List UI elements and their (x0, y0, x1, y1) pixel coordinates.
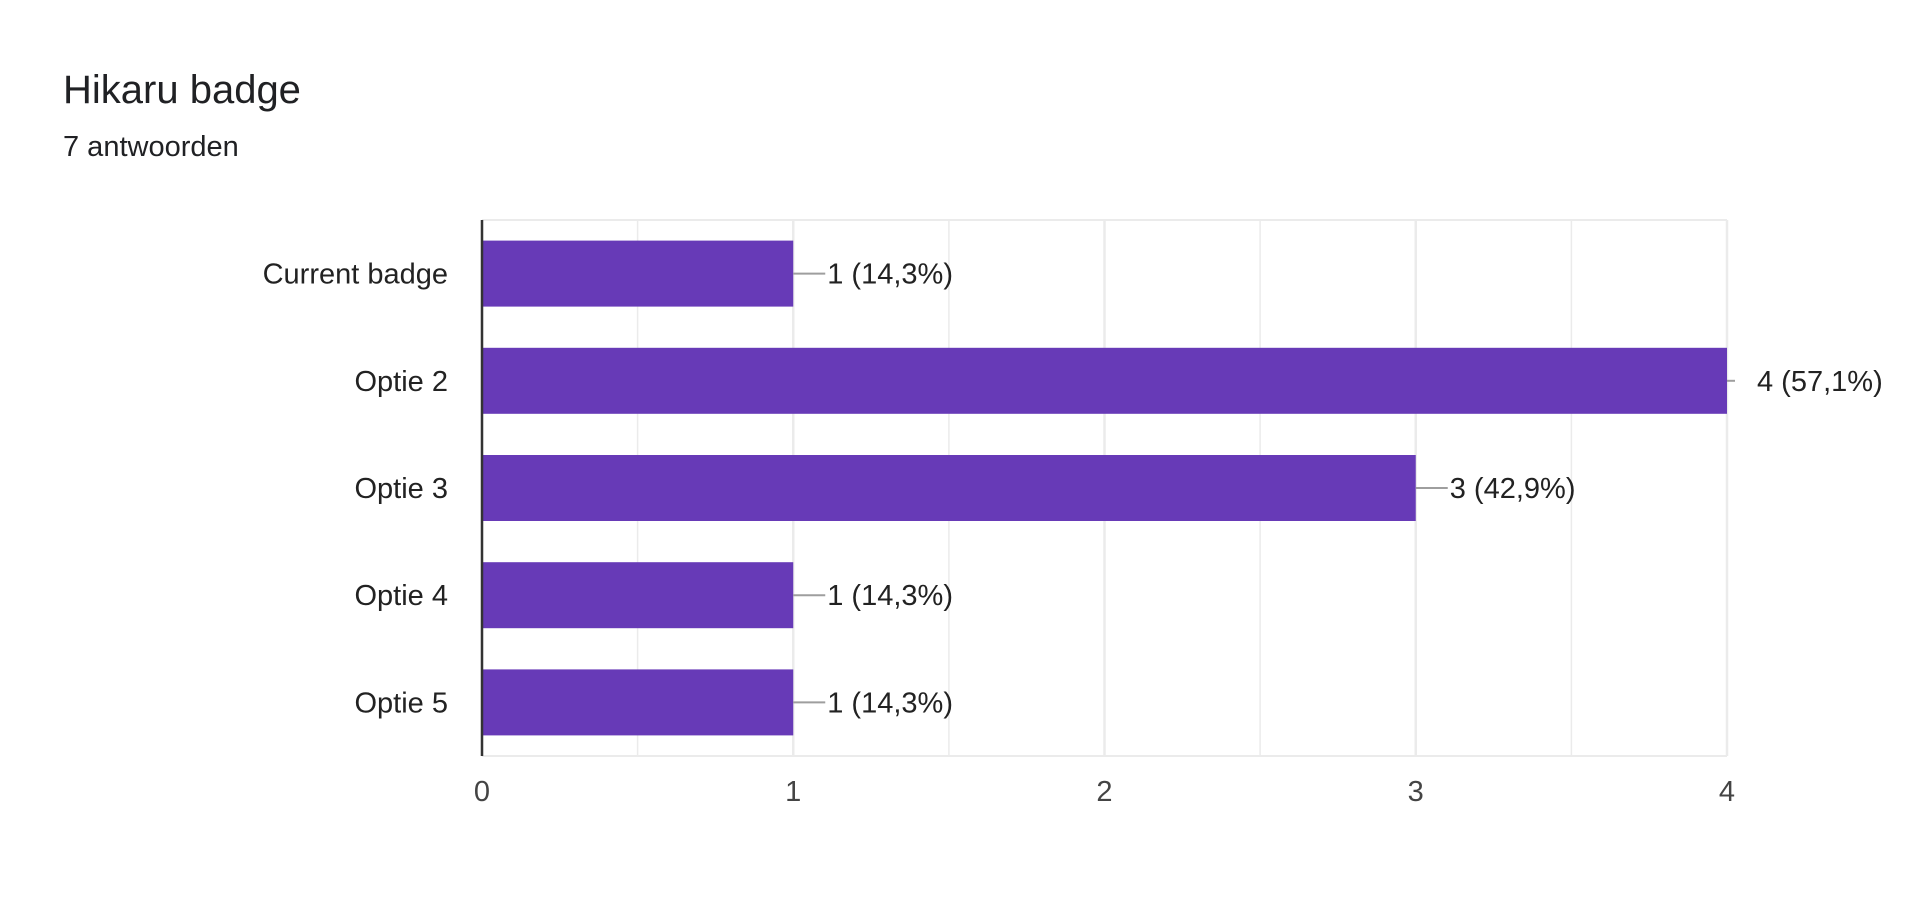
chart-title: Hikaru badge (63, 68, 301, 112)
x-tick-label: 3 (1408, 776, 1424, 808)
category-label: Optie 2 (355, 366, 449, 398)
data-label: 1 (14,3%) (827, 687, 953, 719)
response-count: 7 antwoorden (63, 131, 239, 163)
bar[interactable] (482, 347, 1727, 414)
x-tick-label: 0 (474, 776, 490, 808)
x-tick-label: 4 (1719, 776, 1735, 808)
bars (482, 240, 1727, 736)
bar[interactable] (482, 562, 794, 629)
data-label: 3 (42,9%) (1450, 473, 1576, 505)
category-label: Optie 3 (355, 473, 449, 505)
x-tick-label: 2 (1096, 776, 1112, 808)
data-label: 4 (57,1%) (1757, 366, 1883, 398)
data-label: 1 (14,3%) (827, 259, 953, 291)
data-label: 1 (14,3%) (827, 580, 953, 612)
labels: 1 (14,3%) Current badge 4 (57,1%) Optie 2 3 … (263, 259, 1883, 808)
bar[interactable] (482, 455, 1416, 521)
x-tick-label: 1 (785, 776, 801, 808)
bar[interactable] (482, 669, 794, 736)
category-label: Current badge (263, 259, 448, 291)
category-label: Optie 5 (355, 687, 449, 719)
bar[interactable] (482, 240, 794, 307)
category-label: Optie 4 (355, 580, 449, 612)
